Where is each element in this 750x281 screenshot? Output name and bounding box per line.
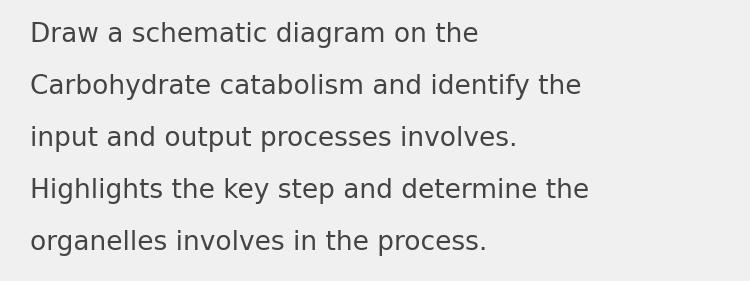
Text: Highlights the key step and determine the: Highlights the key step and determine th…: [30, 178, 590, 204]
Text: Carbohydrate catabolism and identify the: Carbohydrate catabolism and identify the: [30, 74, 581, 100]
Text: Draw a schematic diagram on the: Draw a schematic diagram on the: [30, 22, 478, 48]
Text: organelles involves in the process.: organelles involves in the process.: [30, 230, 488, 256]
Text: input and output processes involves.: input and output processes involves.: [30, 126, 518, 152]
